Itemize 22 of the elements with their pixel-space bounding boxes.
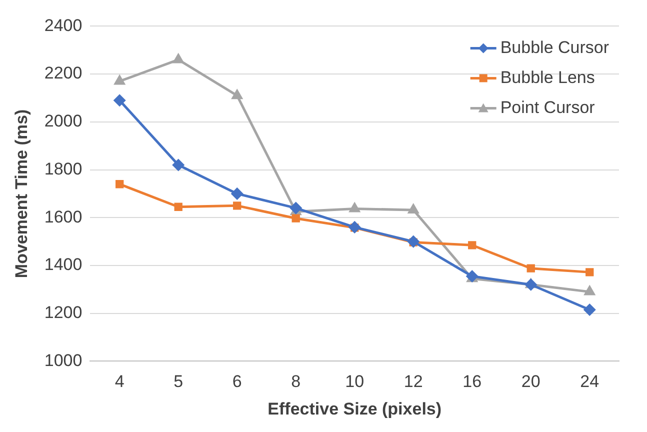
y-tick-label: 1000 [44,350,82,370]
x-tick-label: 20 [521,372,540,392]
y-tick-label: 1600 [44,207,82,226]
y-tick-label: 1200 [44,303,82,322]
y-tick-label: 2200 [44,64,82,83]
x-tick-label: 16 [462,372,482,392]
x-tick-label: 5 [174,372,184,392]
y-tick-label: 2000 [44,112,82,131]
x-tick-label: 24 [580,372,600,392]
x-tick-label: 8 [291,372,301,392]
x-tick-label: 4 [114,372,124,392]
legend-label: Point Cursor [500,98,596,117]
x-tick-label: 12 [404,372,423,392]
y-tick-label: 1400 [44,255,82,274]
y-tick-label: 2400 [44,16,82,35]
x-axis-title: Effective Size (pixels) [268,399,442,418]
x-tick-label: 10 [345,372,364,392]
y-axis-title: Movement Time (ms) [12,109,31,278]
y-tick-label: 1800 [44,159,82,178]
x-tick-label: 6 [232,372,242,392]
legend-label: Bubble Lens [500,68,595,87]
legend-label: Bubble Cursor [500,38,610,57]
